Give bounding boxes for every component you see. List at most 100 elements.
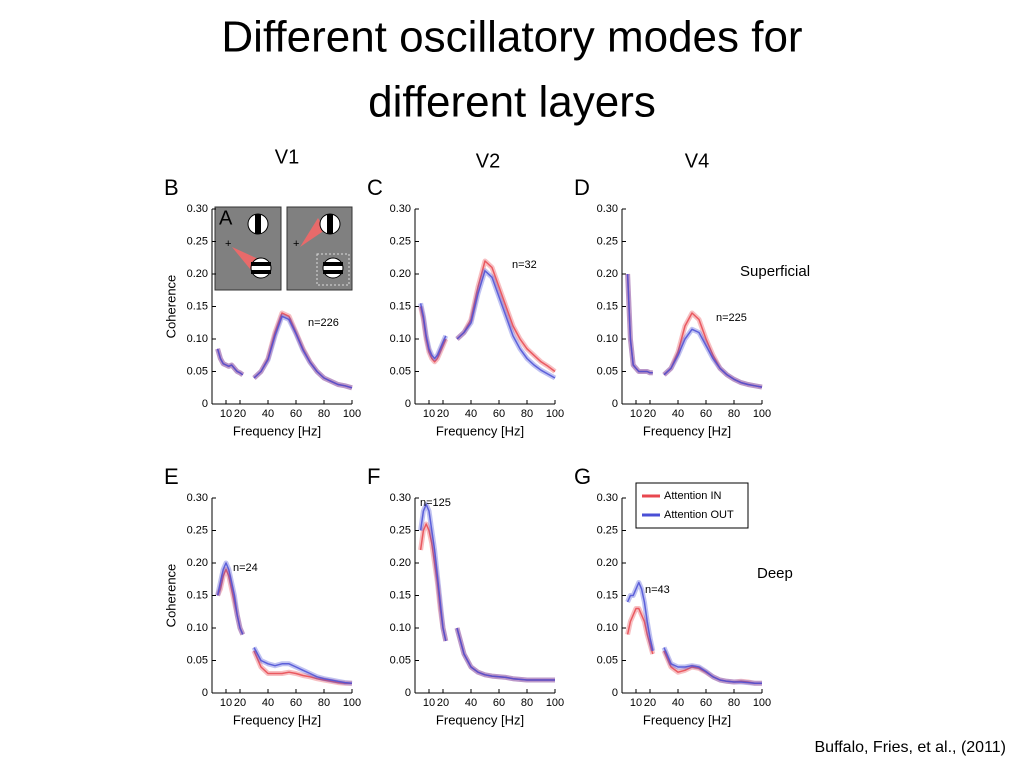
inset: + + A xyxy=(214,206,353,291)
y-tick-label: 0.20 xyxy=(597,557,618,569)
x-tick-label: 40 xyxy=(262,697,274,709)
chart-panel: C 0 0.05 0.10 0.15 0.20 0.25 0.30 10 20 40 60 80 100 F… xyxy=(367,175,564,439)
legend-label: Attention OUT xyxy=(664,509,734,521)
chart-panel: D 0 0.05 0.10 0.15 0.20 0.25 0.30 10 20 40 60 80 100 F… xyxy=(574,175,810,439)
fixation: + xyxy=(225,238,231,250)
slide-title: Different oscillatory modes for xyxy=(221,13,802,62)
y-axis-label: Coherence xyxy=(163,564,178,628)
annotation: n=24 xyxy=(233,562,258,574)
annotation: n=226 xyxy=(308,317,339,329)
y-tick-label: 0.05 xyxy=(597,365,618,377)
x-tick-label: 60 xyxy=(290,408,302,420)
x-tick-label: 80 xyxy=(728,697,740,709)
series-band xyxy=(625,580,762,686)
y-tick-label: 0.30 xyxy=(390,203,411,215)
x-axis-label: Frequency [Hz] xyxy=(436,712,524,727)
x-axis-label: Frequency [Hz] xyxy=(643,423,731,438)
y-tick-label: 0.15 xyxy=(187,589,208,601)
stimulus-bar xyxy=(323,270,343,274)
fixation: + xyxy=(293,238,299,250)
x-tick-label: 60 xyxy=(493,408,505,420)
annotation: n=43 xyxy=(645,584,670,596)
y-tick-label: 0.25 xyxy=(597,235,618,247)
x-tick-label: 10 xyxy=(220,697,232,709)
x-axis-label: Frequency [Hz] xyxy=(643,712,731,727)
legend-label: Attention IN xyxy=(664,490,722,502)
x-tick-label: 80 xyxy=(318,697,330,709)
x-tick-label: 80 xyxy=(521,697,533,709)
x-tick-label: 10 xyxy=(423,408,435,420)
x-tick-label: 40 xyxy=(672,697,684,709)
y-tick-label: 0 xyxy=(202,398,208,410)
chart-panel: E 0 0.05 0.10 0.15 0.20 0.25 0.30 10 20 40 60 80 100 F… xyxy=(163,464,361,728)
y-tick-label: 0.30 xyxy=(187,203,208,215)
x-tick-label: 80 xyxy=(521,408,533,420)
y-tick-label: 0.20 xyxy=(187,268,208,280)
y-tick-label: 0 xyxy=(405,687,411,699)
y-tick-label: 0.30 xyxy=(597,492,618,504)
x-tick-label: 20 xyxy=(234,697,246,709)
y-tick-label: 0.25 xyxy=(187,235,208,247)
panel-letter: C xyxy=(367,175,383,200)
column-label: V1 xyxy=(275,146,299,168)
y-axis-label: Coherence xyxy=(163,275,178,339)
x-tick-label: 20 xyxy=(437,408,449,420)
x-tick-label: 10 xyxy=(630,697,642,709)
series-band xyxy=(418,258,557,374)
y-tick-label: 0.30 xyxy=(187,492,208,504)
y-tick-label: 0.10 xyxy=(187,622,208,634)
y-tick-label: 0.20 xyxy=(390,268,411,280)
x-tick-label: 20 xyxy=(234,408,246,420)
y-tick-label: 0 xyxy=(405,398,411,410)
y-tick-label: 0.10 xyxy=(390,622,411,634)
panel-letter: D xyxy=(574,175,590,200)
series-line xyxy=(419,503,555,681)
chart-panel: F 0 0.05 0.10 0.15 0.20 0.25 0.30 10 20 40 60 80 100 F… xyxy=(367,464,564,728)
x-tick-label: 60 xyxy=(700,408,712,420)
x-tick-label: 100 xyxy=(546,408,564,420)
y-tick-label: 0.05 xyxy=(187,654,208,666)
y-tick-label: 0 xyxy=(612,687,618,699)
x-tick-label: 10 xyxy=(423,697,435,709)
y-tick-label: 0.05 xyxy=(390,654,411,666)
x-tick-label: 20 xyxy=(437,697,449,709)
series-band xyxy=(418,268,557,381)
annotation: n=125 xyxy=(420,497,451,509)
series-line xyxy=(626,581,762,685)
x-tick-label: 10 xyxy=(630,408,642,420)
inset-cone xyxy=(300,218,325,247)
layer-label: Superficial xyxy=(740,263,810,280)
layer-label: Deep xyxy=(757,565,793,582)
y-tick-label: 0.25 xyxy=(390,524,411,536)
y-tick-label: 0.05 xyxy=(390,365,411,377)
stimulus-bar xyxy=(255,214,261,234)
column-label: V4 xyxy=(685,150,709,172)
panel-letter: F xyxy=(367,464,380,489)
series-line xyxy=(216,315,353,389)
y-tick-label: 0.15 xyxy=(187,300,208,312)
series-band xyxy=(418,502,555,683)
stimulus-bar xyxy=(251,270,271,274)
x-tick-label: 60 xyxy=(700,697,712,709)
x-axis-label: Frequency [Hz] xyxy=(436,423,524,438)
panel-letter: G xyxy=(574,464,591,489)
series-line xyxy=(419,270,556,379)
stimulus-bar xyxy=(327,214,333,234)
x-tick-label: 100 xyxy=(343,697,361,709)
x-tick-label: 60 xyxy=(290,697,302,709)
y-tick-label: 0.15 xyxy=(390,300,411,312)
chart-panel: B 0 0.05 0.10 0.15 0.20 0.25 0.30 10 20 40 60 80 100 F… xyxy=(163,175,361,439)
y-tick-label: 0 xyxy=(612,398,618,410)
y-tick-label: 0.10 xyxy=(597,622,618,634)
y-tick-label: 0.10 xyxy=(390,333,411,345)
x-tick-label: 80 xyxy=(318,408,330,420)
chart-panel: G 0 0.05 0.10 0.15 0.20 0.25 0.30 10 20 40 60 80 100 F… xyxy=(574,464,793,728)
stimulus-bar xyxy=(251,262,271,266)
x-tick-label: 40 xyxy=(672,408,684,420)
series-line xyxy=(216,562,353,685)
y-tick-label: 0.30 xyxy=(390,492,411,504)
y-tick-label: 0.10 xyxy=(597,333,618,345)
x-tick-label: 80 xyxy=(728,408,740,420)
x-tick-label: 20 xyxy=(644,408,656,420)
